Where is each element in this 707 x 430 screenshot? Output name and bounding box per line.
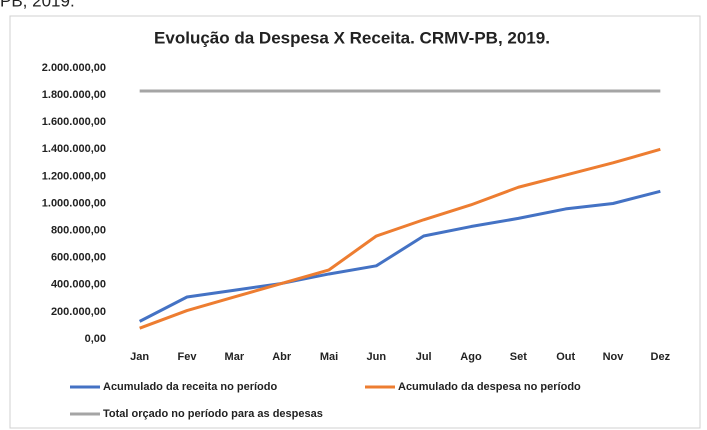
y-tick-label: 1.200.000,00 (42, 170, 106, 182)
y-tick-label: 600.000,00 (51, 252, 106, 264)
x-tick-label: Jun (367, 351, 387, 363)
y-tick-label: 1.400.000,00 (42, 143, 106, 155)
series-line (138, 189, 661, 323)
y-tick-label: 200.000,00 (51, 306, 106, 318)
x-tick-label: Dez (651, 351, 671, 363)
x-tick-label: Abr (272, 351, 292, 363)
legend-label: Acumulado da despesa no período (398, 381, 581, 393)
legend-label: Acumulado da receita no período (103, 381, 277, 393)
x-tick-label: Mar (225, 351, 245, 363)
x-tick-label: Nov (603, 351, 625, 363)
x-tick-label: Ago (460, 351, 482, 363)
x-tick-label: Mai (320, 351, 338, 363)
header-fragment: PB, 2019. (0, 0, 75, 10)
chart-frame (9, 15, 701, 429)
x-tick-label: Out (556, 351, 575, 363)
series-line (139, 147, 661, 330)
y-tick-label: 0,00 (85, 333, 106, 345)
y-tick-label: 400.000,00 (51, 279, 106, 291)
y-tick-label: 2.000.000,00 (42, 62, 106, 74)
x-tick-label: Jul (416, 351, 432, 363)
x-tick-label: Jan (130, 351, 149, 363)
y-tick-label: 1.800.000,00 (42, 89, 106, 101)
x-tick-label: Fev (178, 351, 198, 363)
legend-label: Total orçado no período para as despesas (103, 408, 323, 420)
x-tick-label: Set (510, 351, 527, 363)
chart-title: Evolução da Despesa X Receita. CRMV-PB, … (154, 28, 550, 47)
y-tick-label: 1.000.000,00 (42, 197, 106, 209)
y-tick-label: 800.000,00 (51, 225, 106, 237)
y-tick-label: 1.600.000,00 (42, 116, 106, 128)
